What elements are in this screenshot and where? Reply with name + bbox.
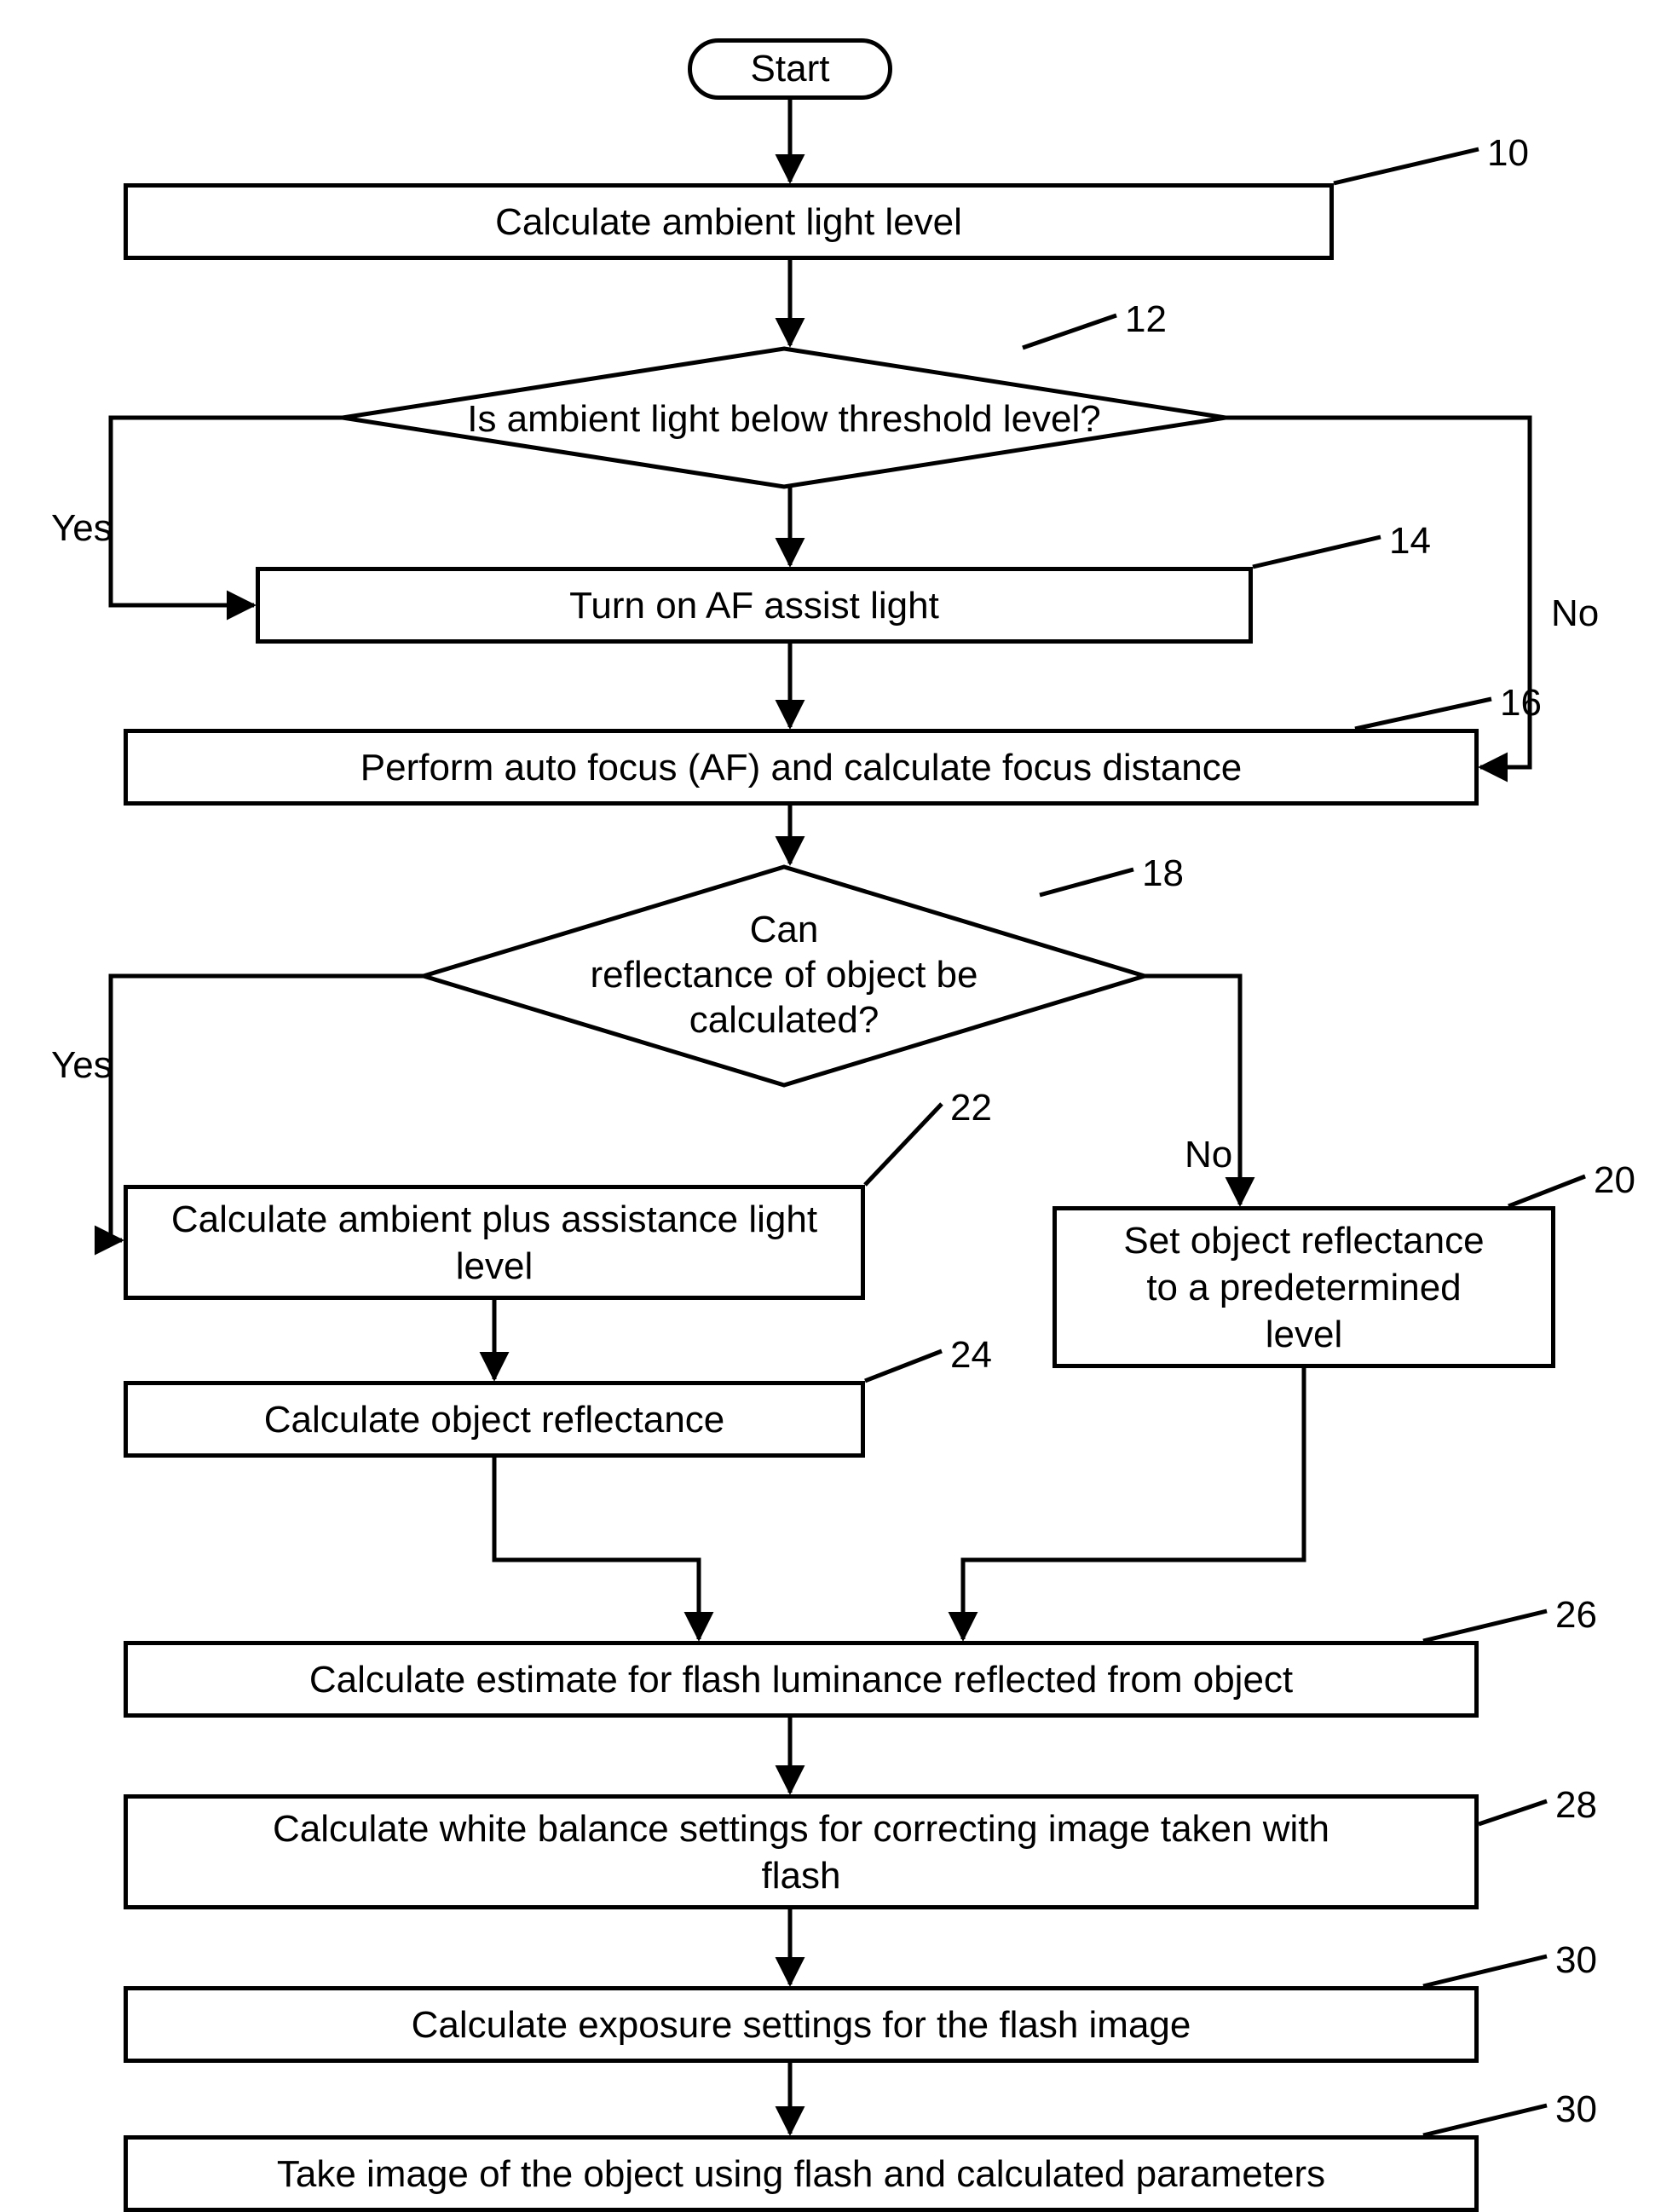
tag-16: 16 xyxy=(1500,682,1542,725)
flowchart-canvas: Start Calculate ambient light level 10 I… xyxy=(0,0,1661,2198)
tag-30: 30 xyxy=(1555,1939,1597,1982)
label-yes-12: Yes xyxy=(51,507,112,550)
tag-28: 28 xyxy=(1555,1784,1597,1827)
node-20: Set object reflectanceto a predetermined… xyxy=(1053,1206,1555,1368)
tag-26: 26 xyxy=(1555,1594,1597,1637)
tag-30b: 30 xyxy=(1555,2088,1597,2131)
node-12-diamond xyxy=(341,347,1227,488)
node-30b-text: Take image of the object using flash and… xyxy=(277,2151,1325,2198)
node-16: Perform auto focus (AF) and calculate fo… xyxy=(124,729,1479,806)
node-24-text: Calculate object reflectance xyxy=(264,1396,725,1443)
node-18-diamond xyxy=(422,865,1146,1087)
node-16-text: Perform auto focus (AF) and calculate fo… xyxy=(360,744,1243,791)
tag-24: 24 xyxy=(950,1334,992,1377)
node-28: Calculate white balance settings for cor… xyxy=(124,1794,1479,1909)
tag-22: 22 xyxy=(950,1087,992,1129)
node-20-text: Set object reflectanceto a predetermined… xyxy=(1123,1217,1484,1358)
node-30b: Take image of the object using flash and… xyxy=(124,2135,1479,2212)
node-start: Start xyxy=(688,38,892,100)
label-no-18: No xyxy=(1185,1134,1232,1176)
node-26: Calculate estimate for flash luminance r… xyxy=(124,1641,1479,1718)
node-14: Turn on AF assist light xyxy=(256,567,1253,644)
node-26-text: Calculate estimate for flash luminance r… xyxy=(309,1656,1293,1703)
tag-20: 20 xyxy=(1594,1159,1635,1202)
label-no-12: No xyxy=(1551,592,1599,635)
node-30: Calculate exposure settings for the flas… xyxy=(124,1986,1479,2063)
node-22: Calculate ambient plus assistance lightl… xyxy=(124,1185,865,1300)
node-10: Calculate ambient light level xyxy=(124,183,1334,260)
node-start-text: Start xyxy=(751,48,830,90)
tag-10: 10 xyxy=(1487,132,1529,175)
node-10-text: Calculate ambient light level xyxy=(495,199,962,245)
node-30-text: Calculate exposure settings for the flas… xyxy=(412,2001,1191,2048)
node-22-text: Calculate ambient plus assistance lightl… xyxy=(171,1196,817,1290)
tag-14: 14 xyxy=(1389,520,1431,563)
node-28-text: Calculate white balance settings for cor… xyxy=(273,1805,1329,1899)
tag-12: 12 xyxy=(1125,298,1167,341)
node-14-text: Turn on AF assist light xyxy=(569,582,939,629)
tag-18: 18 xyxy=(1142,852,1184,895)
label-yes-18: Yes xyxy=(51,1044,112,1087)
node-24: Calculate object reflectance xyxy=(124,1381,865,1458)
